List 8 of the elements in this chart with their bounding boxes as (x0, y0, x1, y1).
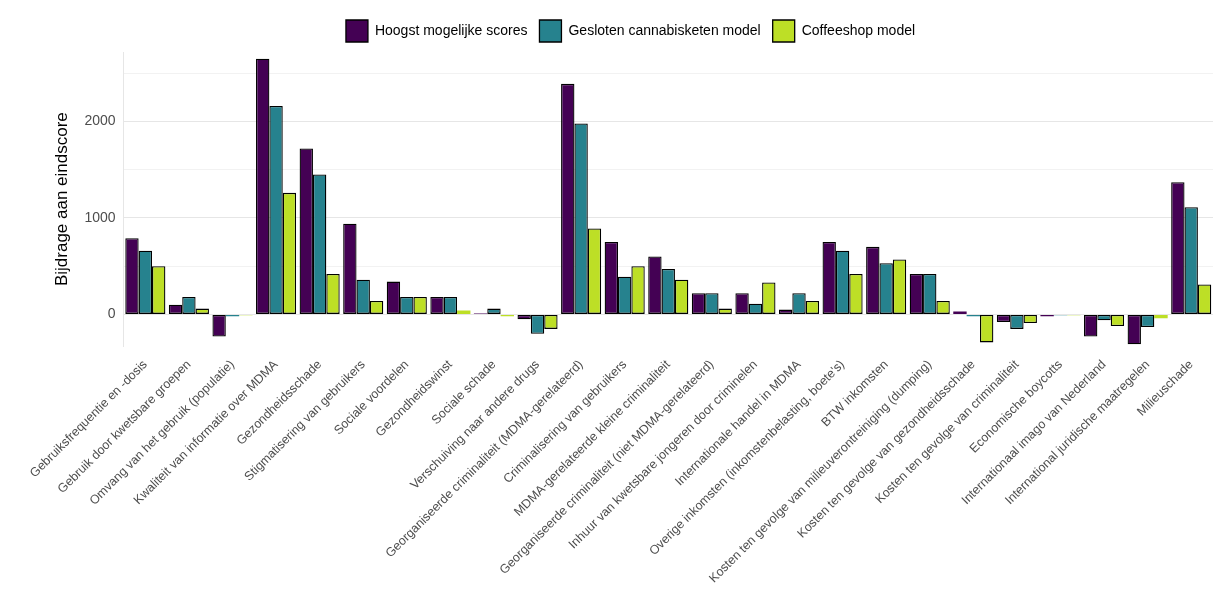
legend-label: Hoogst mogelijke scores (374, 21, 528, 38)
y-tick-label: 0 (107, 305, 116, 322)
legend-label: Coffeeshop model (801, 21, 916, 38)
legend-label: Gesloten cannabisketen model (568, 21, 761, 38)
y-axis-title: Bijdrage aan eindscore (51, 112, 71, 287)
y-tick-label: 2000 (84, 112, 116, 129)
y-tick-label: 1000 (84, 208, 116, 225)
bar (1154, 314, 1168, 319)
